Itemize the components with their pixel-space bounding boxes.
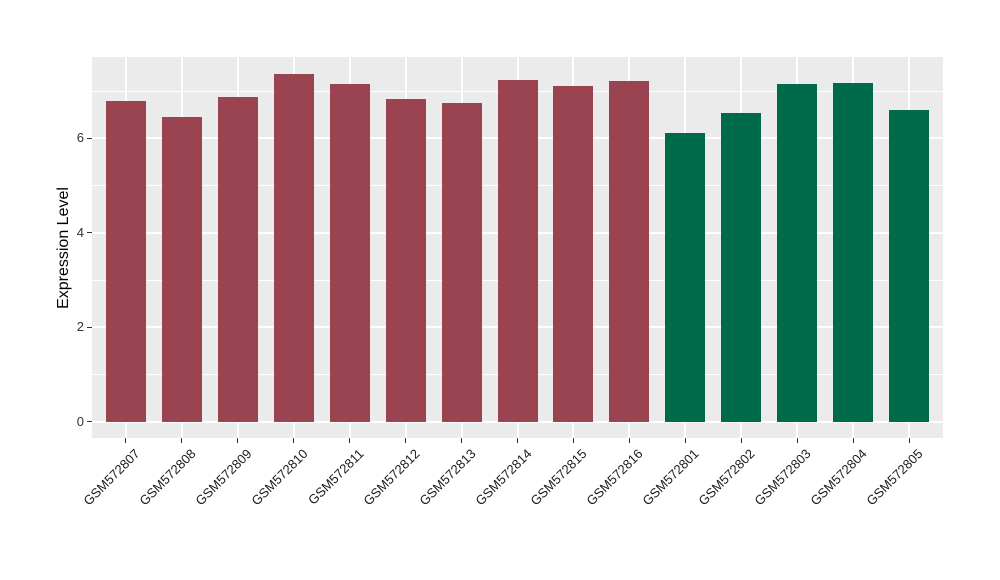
y-tick-label: 0 [76,413,84,429]
x-tick-label: GSM572805 [863,446,927,509]
x-tick-label: GSM572811 [304,446,367,508]
x-tick-label: GSM572815 [527,446,591,509]
y-tick-label: 2 [76,319,84,335]
bar-GSM572812 [385,99,426,422]
x-tick-mark [852,438,854,443]
x-tick-label: GSM572814 [471,446,535,509]
x-tick-mark [461,438,462,443]
x-tick-label: GSM572813 [415,446,479,509]
bar-GSM572801 [665,132,706,422]
x-tick-mark [740,438,742,443]
x-tick-label: GSM572803 [751,446,815,509]
bar-GSM572808 [161,117,202,422]
y-tick-mark [87,326,92,328]
x-tick-mark [349,438,351,443]
bar-GSM572804 [833,83,874,422]
x-tick-label: GSM572804 [807,446,871,509]
y-tick-mark [87,137,92,139]
bar-GSM572811 [329,83,370,422]
x-tick-label: GSM572812 [359,446,423,509]
y-tick-mark [87,232,92,234]
x-tick-mark [293,438,295,443]
y-tick-label: 6 [76,130,84,146]
y-tick-label: 4 [76,224,84,240]
bar-GSM572809 [217,96,258,422]
x-tick-mark [517,438,518,443]
x-tick-mark [628,438,630,443]
x-tick-label: GSM572808 [135,446,199,509]
x-tick-mark [796,438,798,443]
y-tick-mark [87,421,92,423]
x-tick-mark [908,438,910,443]
x-tick-mark [405,438,407,443]
x-tick-mark [125,438,127,443]
bar-GSM572816 [609,80,650,422]
bar-GSM572803 [777,84,818,422]
chart-panel [92,57,943,438]
x-tick-mark [572,438,574,443]
bar-GSM572815 [553,86,594,422]
bar-GSM572802 [721,113,762,422]
x-tick-mark [237,438,239,443]
bar-GSM572810 [273,74,314,422]
x-tick-label: GSM572807 [79,446,143,509]
x-tick-mark [684,438,686,443]
bar-GSM572813 [441,103,482,422]
x-tick-label: GSM572816 [583,446,647,509]
x-tick-label: GSM572809 [191,446,255,509]
y-axis-title: Expression Level [55,187,72,309]
bar-GSM572805 [889,109,930,422]
x-tick-label: GSM572810 [247,446,311,509]
gridline-horizontal-major [92,420,943,423]
bar-GSM572807 [105,100,146,422]
x-tick-mark [181,438,183,443]
x-tick-label: GSM572802 [695,446,759,509]
bar-GSM572814 [497,80,538,422]
x-tick-label: GSM572801 [639,446,703,509]
